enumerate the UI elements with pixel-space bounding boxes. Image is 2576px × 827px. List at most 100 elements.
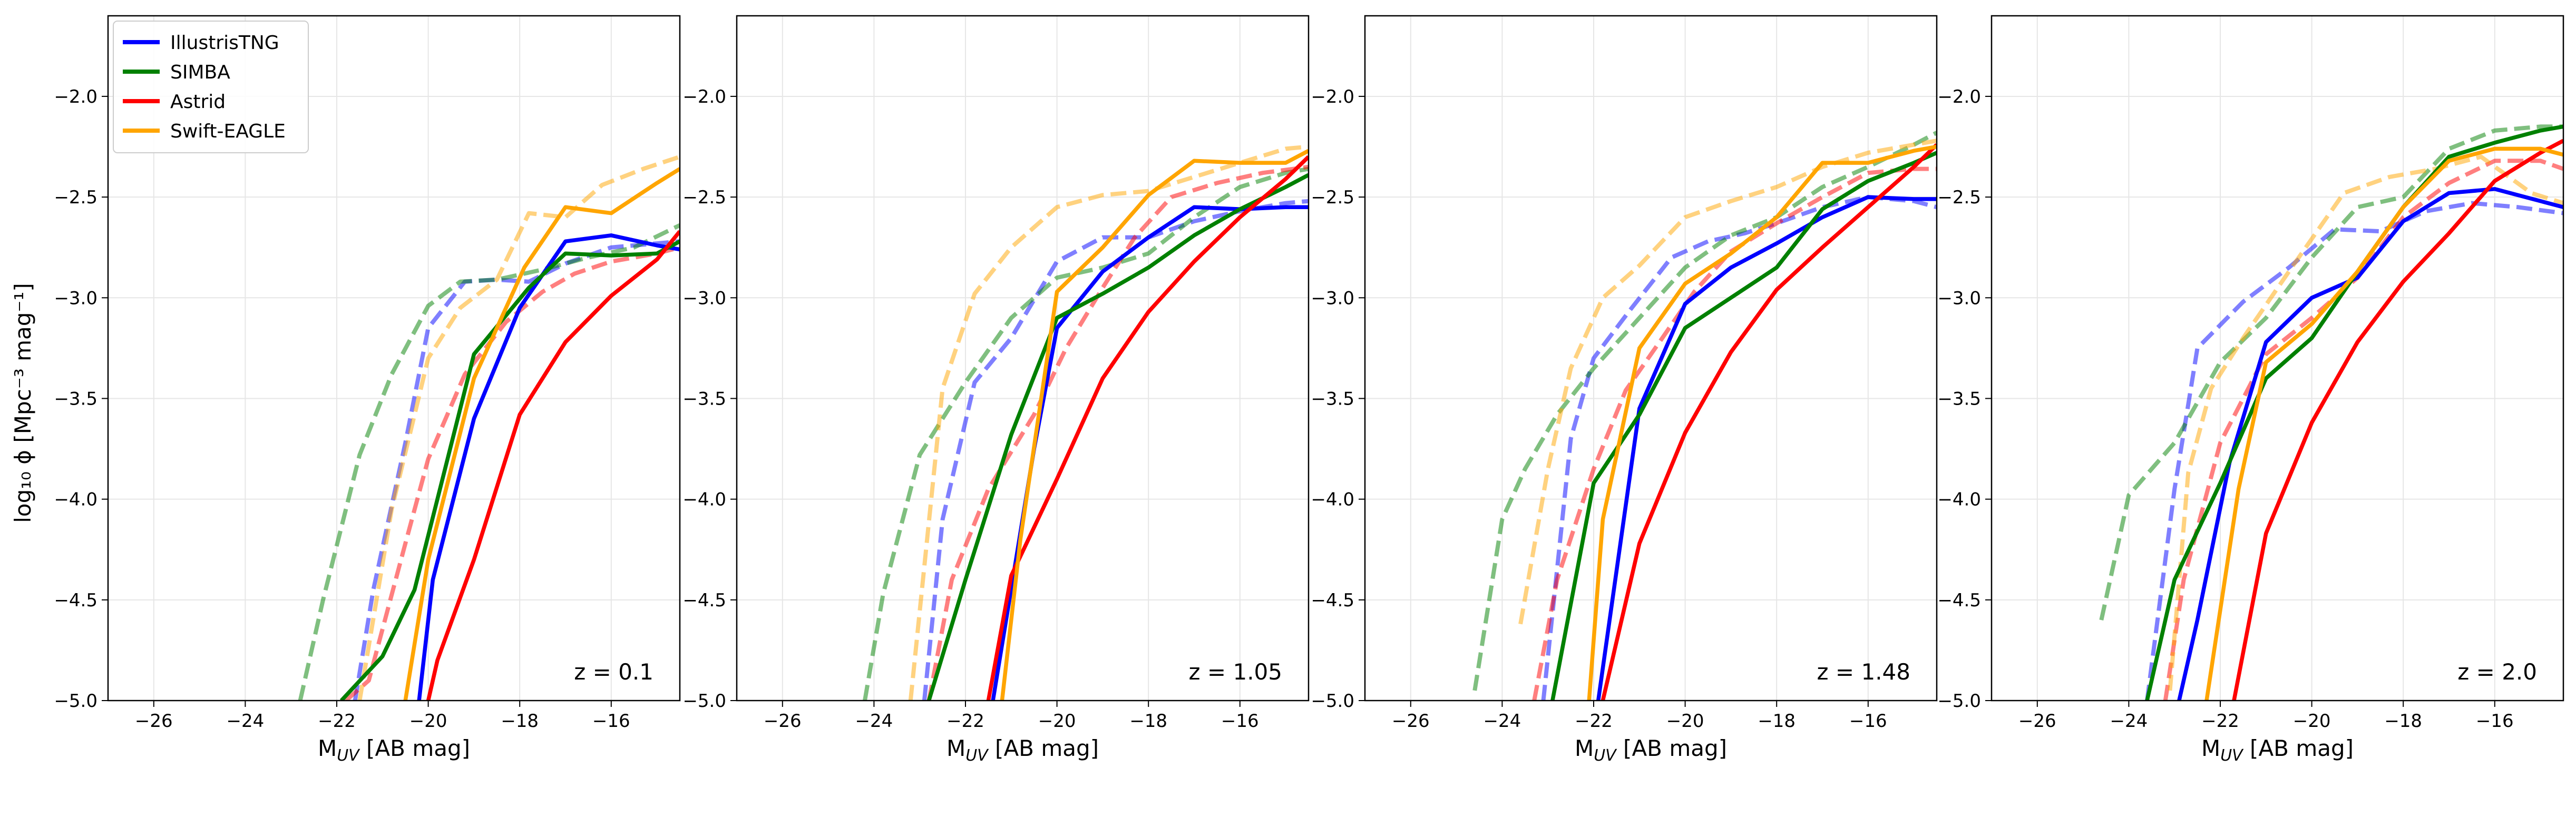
series-line-simba-dashed bbox=[863, 166, 1309, 701]
series-line-illustristng-solid bbox=[991, 205, 1309, 701]
series-line-swift-eagle-solid bbox=[2204, 146, 2563, 701]
x-axis-label: MUV [AB mag] bbox=[1575, 735, 1727, 765]
series-line-astrid-solid bbox=[1601, 143, 1937, 701]
x-tick-label: −18 bbox=[2384, 711, 2422, 732]
x-tick-label: −26 bbox=[135, 711, 173, 732]
y-tick-label: −3.0 bbox=[54, 288, 97, 309]
x-tick-label: −20 bbox=[409, 711, 447, 732]
grid bbox=[1992, 16, 2563, 701]
panel-4: −26 −24 −22 −20 −18 −16 −5.0 −4.5 −4.0 −3.5 −3.0 −2… bbox=[1937, 15, 2564, 765]
y-tick-label: −4.5 bbox=[1311, 590, 1354, 611]
legend-box bbox=[113, 21, 309, 153]
x-tick-label: −26 bbox=[2018, 711, 2056, 732]
legend: IllustrisTNG SIMBA Astrid Swift-EAGLE bbox=[113, 21, 309, 153]
y-tick-label: −2.5 bbox=[1937, 187, 1981, 208]
x-tick-label: −26 bbox=[764, 711, 802, 732]
legend-item: Astrid bbox=[123, 91, 226, 113]
y-tick-label: −5.0 bbox=[682, 691, 726, 712]
y-tick-label: −2.0 bbox=[54, 86, 97, 107]
y-tick-label: −3.5 bbox=[682, 388, 726, 409]
series-lines bbox=[298, 154, 680, 701]
y-tick-label: −3.0 bbox=[1311, 288, 1354, 309]
y-tick-label: −5.0 bbox=[54, 691, 97, 712]
x-tick-label: −20 bbox=[1038, 711, 1076, 732]
series-line-astrid-dashed bbox=[344, 245, 680, 701]
plot-frame bbox=[736, 15, 1310, 702]
series-line-swift-eagle-solid bbox=[1000, 149, 1309, 701]
series-line-astrid-dashed bbox=[926, 164, 1309, 701]
grid bbox=[108, 16, 680, 701]
y-tick-label: −2.0 bbox=[1937, 86, 1981, 107]
series-line-illustristng-solid bbox=[2177, 187, 2563, 701]
x-tick-label: −24 bbox=[2110, 711, 2148, 732]
y-axis-label: log₁₀ ϕ [Mpc⁻³ mag⁻¹] bbox=[10, 283, 36, 523]
x-axis-label: MUV [AB mag] bbox=[947, 735, 1099, 765]
series-line-illustristng-solid bbox=[1596, 195, 1937, 701]
series-line-simba-dashed bbox=[298, 223, 680, 701]
panel-2: −26 −24 −22 −20 −18 −16 −5.0 −4.5 −4.0 −3.5 −3.0 −2… bbox=[682, 15, 1310, 765]
x-tick-label: −24 bbox=[227, 711, 265, 732]
y-tick-label: −2.5 bbox=[682, 187, 726, 208]
panels: −26 −24 −22 −20 −18 −16 −5.0 −4.5 −4.0 −3.5 −3.0 −2… bbox=[54, 15, 2564, 765]
series-line-illustristng-solid bbox=[417, 233, 680, 701]
y-tick-label: −3.5 bbox=[1937, 388, 1981, 409]
series-line-illustristng-dashed bbox=[922, 199, 1309, 701]
grid bbox=[737, 16, 1309, 701]
panel-3: −26 −24 −22 −20 −18 −16 −5.0 −4.5 −4.0 −3.5 −3.0 −2… bbox=[1311, 15, 1938, 765]
series-line-simba-dashed bbox=[2099, 124, 2563, 621]
y-tick-label: −3.0 bbox=[682, 288, 726, 309]
y-tick-label: −4.5 bbox=[1937, 590, 1981, 611]
legend-label: IllustrisTNG bbox=[170, 32, 279, 54]
y-tick-label: −5.0 bbox=[1937, 691, 1981, 712]
x-tick-label: −16 bbox=[1221, 711, 1259, 732]
plot-frame bbox=[1364, 15, 1938, 702]
y-tick-label: −4.0 bbox=[682, 489, 726, 510]
series-line-astrid-solid bbox=[426, 230, 680, 701]
x-tick-label: −16 bbox=[2476, 711, 2514, 732]
series-line-astrid-dashed bbox=[1532, 166, 1937, 701]
x-tick-label: −20 bbox=[2293, 711, 2331, 732]
series-line-astrid-solid bbox=[2232, 139, 2563, 701]
series-line-swift-eagle-dashed bbox=[2168, 154, 2563, 691]
plot-frame bbox=[1990, 15, 2564, 702]
y-tick-label: −3.5 bbox=[1311, 388, 1354, 409]
y-tick-label: −4.0 bbox=[1937, 489, 1981, 510]
series-lines bbox=[1472, 131, 1937, 701]
x-tick-label: −22 bbox=[1575, 711, 1613, 732]
grid bbox=[1365, 16, 1937, 701]
x-tick-label: −22 bbox=[2201, 711, 2239, 732]
x-tick-label: −18 bbox=[1758, 711, 1796, 732]
legend-label: Astrid bbox=[170, 91, 226, 113]
y-tick-label: −2.0 bbox=[1311, 86, 1354, 107]
series-line-swift-eagle-solid bbox=[403, 167, 680, 701]
redshift-label: z = 1.05 bbox=[1189, 659, 1282, 685]
redshift-label: z = 0.1 bbox=[574, 659, 653, 685]
y-tick-label: −4.5 bbox=[54, 590, 97, 611]
series-line-swift-eagle-dashed bbox=[1518, 139, 1937, 625]
y-tick-label: −4.5 bbox=[682, 590, 726, 611]
y-tick-label: −3.0 bbox=[1937, 288, 1981, 309]
x-tick-label: −24 bbox=[855, 711, 893, 732]
x-tick-label: −16 bbox=[1849, 711, 1887, 732]
panel-1: −26 −24 −22 −20 −18 −16 −5.0 −4.5 −4.0 −3.5 −3.0 −2… bbox=[54, 15, 681, 765]
series-lines bbox=[863, 144, 1309, 701]
x-tick-label: −22 bbox=[947, 711, 984, 732]
y-tick-label: −4.0 bbox=[54, 489, 97, 510]
x-axis-label: MUV [AB mag] bbox=[2201, 735, 2354, 765]
y-tick-label: −5.0 bbox=[1311, 691, 1354, 712]
x-tick-label: −18 bbox=[1129, 711, 1167, 732]
x-tick-label: −16 bbox=[592, 711, 630, 732]
series-line-simba-solid bbox=[927, 173, 1309, 701]
x-tick-label: −24 bbox=[1484, 711, 1521, 732]
y-tick-label: −2.5 bbox=[1311, 187, 1354, 208]
legend-item: Swift-EAGLE bbox=[123, 121, 286, 142]
x-tick-label: −18 bbox=[501, 711, 539, 732]
series-line-illustristng-dashed bbox=[2145, 201, 2563, 701]
legend-item: IllustrisTNG bbox=[123, 32, 279, 54]
x-tick-label: −26 bbox=[1392, 711, 1430, 732]
y-tick-label: −3.5 bbox=[54, 388, 97, 409]
x-tick-label: −22 bbox=[318, 711, 356, 732]
redshift-label: z = 1.48 bbox=[1817, 659, 1910, 685]
series-line-simba-dashed bbox=[1472, 131, 1937, 691]
